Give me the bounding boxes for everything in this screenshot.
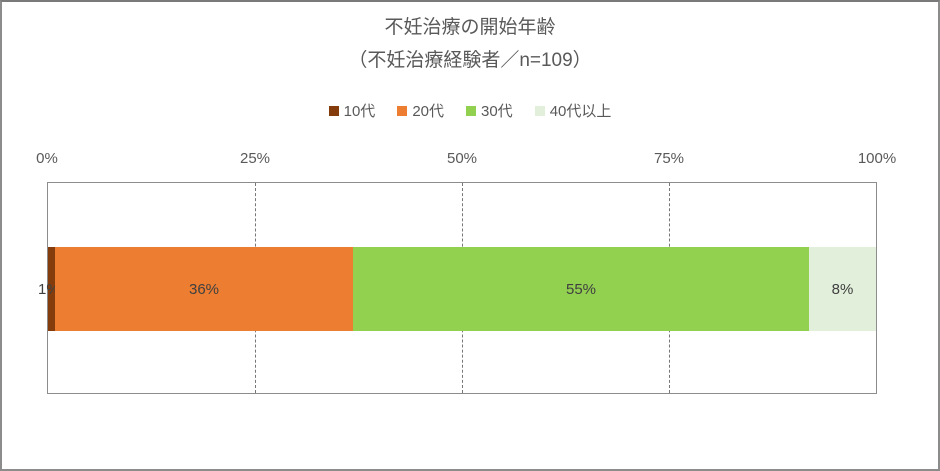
data-label: 1%	[38, 280, 60, 298]
legend: 10代 20代 30代 40代以上	[0, 100, 940, 121]
legend-item-20s: 20代	[397, 100, 444, 121]
legend-item-30s: 30代	[466, 100, 513, 121]
bar-segment-40s-plus: 8%	[809, 247, 876, 331]
bar-segment-20s: 36%	[55, 247, 353, 331]
legend-label: 40代以上	[549, 103, 612, 120]
tick-label: 75%	[653, 150, 685, 167]
tick-label: 25%	[239, 150, 271, 167]
legend-item-10s: 10代	[328, 100, 376, 121]
legend-label: 30代	[481, 103, 513, 120]
legend-swatch-10s	[328, 105, 339, 116]
legend-label: 10代	[343, 103, 376, 120]
legend-swatch-20s	[397, 105, 408, 116]
stacked-bar: 1% 36% 55% 8%	[38, 247, 876, 331]
bar-segment-10s: 1%	[38, 247, 60, 331]
legend-label: 20代	[412, 103, 444, 120]
tick-label: 0%	[36, 150, 58, 167]
legend-swatch-30s	[466, 105, 476, 116]
data-label: 36%	[188, 280, 220, 298]
bar-segment-30s: 55%	[353, 247, 809, 331]
tick-label: 50%	[446, 150, 478, 167]
tick-label: 100%	[857, 150, 897, 167]
legend-item-40s-plus: 40代以上	[534, 100, 612, 121]
legend-swatch-40s-plus	[534, 105, 545, 116]
data-label: 8%	[831, 280, 854, 298]
data-label: 55%	[565, 280, 597, 298]
chart-title: 不妊治療の開始年齢	[384, 17, 556, 38]
chart-subtitle: （不妊治療経験者／n=109）	[348, 50, 592, 71]
plot-area: 1% 36% 55% 8%	[38, 182, 877, 394]
x-axis-ticks: 0% 25% 50% 75% 100%	[0, 150, 940, 170]
